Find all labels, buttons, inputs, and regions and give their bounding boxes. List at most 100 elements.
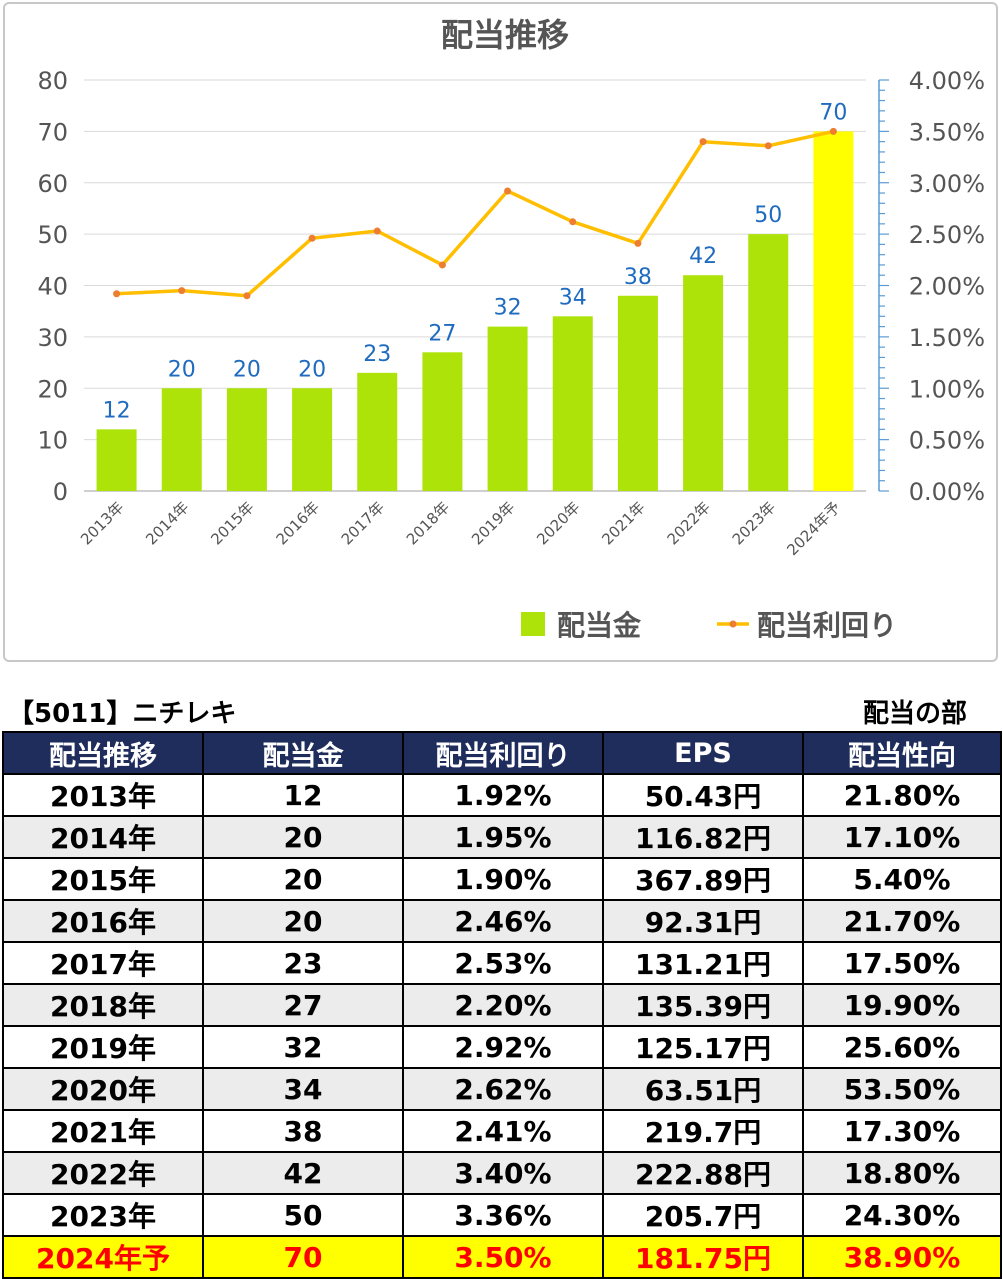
table-row: 2023年 50 3.36% 205.7円 24.30% [2,1193,1002,1237]
cell-year: 2019年 [2,1025,204,1069]
cell-yield: 1.95% [402,815,604,859]
cell-dividend: 70 [202,1235,404,1279]
x-tick-label: 2019年 [468,498,518,548]
bar-value-label: 50 [754,203,782,228]
y-left-tick-label: 0 [53,478,68,506]
dividend-table: 配当推移 配当金 配当利回り EPS 配当性向 2013年 12 1.92% 50.4… [2,731,1002,1279]
table-row: 2024年予 70 3.50% 181.75円 38.90% [2,1235,1002,1279]
cell-yield: 2.20% [402,983,604,1027]
bar-value-label: 12 [103,398,131,423]
header-payout: 配当性向 [802,731,1002,775]
cell-payout: 21.80% [802,773,1002,817]
bar [357,372,398,491]
bar-value-label: 20 [233,357,261,382]
bar [161,388,202,491]
cell-payout: 19.90% [802,983,1002,1027]
cell-eps: 63.51円 [602,1067,804,1111]
cell-eps: 50.43円 [602,773,804,817]
x-tick-label: 2017年 [338,498,388,548]
yield-marker [308,234,316,242]
cell-year: 2024年予 [2,1235,204,1279]
cell-eps: 135.39円 [602,983,804,1027]
x-tick-label: 2014年 [142,498,192,548]
cell-payout: 24.30% [802,1193,1002,1237]
x-tick-label: 2016年 [273,498,323,548]
cell-payout: 5.40% [802,857,1002,901]
bar-value-label: 23 [363,342,391,367]
cell-dividend: 34 [202,1067,404,1111]
bar-value-label: 34 [559,285,587,310]
bar-value-label: 70 [819,100,847,125]
cell-dividend: 38 [202,1109,404,1153]
cell-dividend: 20 [202,815,404,859]
table-row: 2015年 20 1.90% 367.89円 5.40% [2,857,1002,901]
cell-dividend: 23 [202,941,404,985]
cell-eps: 222.88円 [602,1151,804,1195]
section-label: 配当の部 [862,699,967,729]
bar [96,429,137,491]
yield-marker [699,138,707,146]
bar-value-label: 32 [494,296,522,321]
bar [292,388,333,491]
cell-year: 2016年 [2,899,204,943]
x-tick-label: 2018年 [403,498,453,548]
table-row: 2021年 38 2.41% 219.7円 17.30% [2,1109,1002,1153]
y-right-tick-label: 2.50% [909,221,985,249]
stock-label: 【5011】ニチレキ [8,699,237,729]
cell-yield: 2.46% [402,899,604,943]
table-row: 2013年 12 1.92% 50.43円 21.80% [2,773,1002,817]
bar [813,131,854,491]
cell-year: 2014年 [2,815,204,859]
cell-payout: 25.60% [802,1025,1002,1069]
cell-yield: 2.53% [402,941,604,985]
y-right-tick-label: 0.00% [909,478,985,506]
cell-payout: 38.90% [802,1235,1002,1279]
cell-payout: 17.30% [802,1109,1002,1153]
cell-yield: 3.50% [402,1235,604,1279]
yield-marker [569,218,577,226]
yield-marker [504,187,512,195]
cell-eps: 219.7円 [602,1109,804,1153]
cell-dividend: 12 [202,773,404,817]
yield-marker [829,127,837,135]
bar-value-label: 38 [624,265,652,290]
table-row: 2019年 32 2.92% 125.17円 25.60% [2,1025,1002,1069]
cell-year: 2023年 [2,1193,204,1237]
cell-eps: 125.17円 [602,1025,804,1069]
table-header-row: 配当推移 配当金 配当利回り EPS 配当性向 [2,731,1002,775]
yield-line [116,129,834,298]
y-left-tick-label: 30 [37,324,68,352]
bar-value-label: 20 [298,357,326,382]
header-yield: 配当利回り [402,731,604,775]
cell-dividend: 20 [202,899,404,943]
y-right-tick-label: 0.50% [909,427,985,455]
bar-value-label: 27 [428,321,456,346]
table-row: 2017年 23 2.53% 131.21円 17.50% [2,941,1002,985]
y-right-tick-label: 4.00% [909,67,985,95]
legend-marker-yield [729,620,737,628]
cell-eps: 181.75円 [602,1235,804,1279]
y-left-tick-label: 10 [37,427,68,455]
cell-payout: 21.70% [802,899,1002,943]
cell-year: 2022年 [2,1151,204,1195]
header-eps: EPS [602,731,804,775]
cell-eps: 131.21円 [602,941,804,985]
dividend-chart: 配当推移 0 10 20 30 40 50 60 70 80 0.00% 0.50% 1.00% 1.50… [37,16,985,642]
cell-year: 2020年 [2,1067,204,1111]
y-left-tick-label: 40 [37,273,68,301]
cell-year: 2018年 [2,983,204,1027]
x-tick-label: 2013年 [77,498,127,548]
bar [487,326,528,491]
cell-yield: 3.36% [402,1193,604,1237]
cell-eps: 205.7円 [602,1193,804,1237]
header-dividend: 配当金 [202,731,404,775]
y-left-tick-label: 20 [37,375,68,403]
yield-marker [373,227,381,235]
y-left-tick-label: 50 [37,221,68,249]
y-right-tick-label: 2.00% [909,273,985,301]
cell-yield: 3.40% [402,1151,604,1195]
cell-year: 2021年 [2,1109,204,1153]
x-tick-label: 2021年 [598,498,648,548]
y-right-tick-label: 1.50% [909,324,985,352]
x-tick-label: 2022年 [664,498,714,548]
